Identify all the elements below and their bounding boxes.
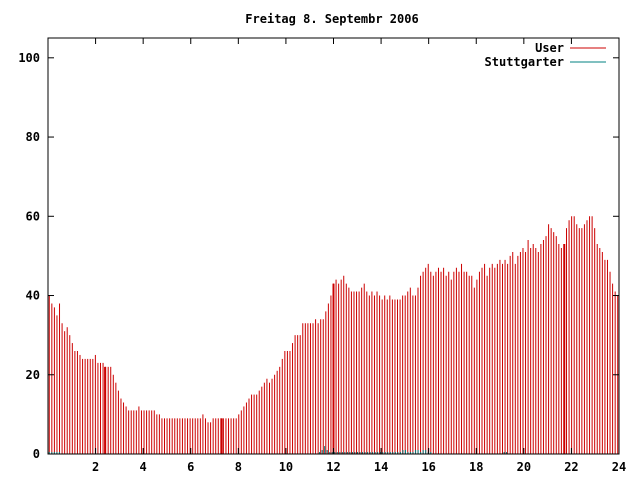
legend-label-user: User xyxy=(535,41,564,55)
x-tick-label: 2 xyxy=(92,460,99,474)
y-tick-label: 60 xyxy=(26,209,40,223)
y-tick-label: 20 xyxy=(26,368,40,382)
x-axis: 2 4 6 8 10 12 14 16 18 20 22 24 xyxy=(92,38,626,474)
x-tick-label: 12 xyxy=(326,460,340,474)
y-tick-label: 100 xyxy=(18,51,40,65)
series-user-bars xyxy=(48,216,619,454)
x-tick-label: 6 xyxy=(187,460,194,474)
x-tick-label: 18 xyxy=(469,460,483,474)
x-tick-label: 14 xyxy=(374,460,388,474)
legend: User Stuttgarter xyxy=(485,41,606,69)
x-tick-label: 22 xyxy=(564,460,578,474)
x-tick-label: 16 xyxy=(421,460,435,474)
y-tick-label: 80 xyxy=(26,130,40,144)
y-axis: 0 20 40 60 80 100 xyxy=(18,51,619,461)
x-tick-label: 24 xyxy=(612,460,626,474)
x-tick-label: 10 xyxy=(279,460,293,474)
y-tick-label: 0 xyxy=(33,447,40,461)
x-tick-label: 8 xyxy=(235,460,242,474)
series-stuttgarter-bars xyxy=(48,446,508,454)
y-tick-label: 40 xyxy=(26,289,40,303)
chart-title: Freitag 8. Septembr 2006 xyxy=(245,12,418,26)
x-tick-label: 20 xyxy=(517,460,531,474)
legend-label-stuttgarter: Stuttgarter xyxy=(485,55,564,69)
x-tick-label: 4 xyxy=(140,460,147,474)
